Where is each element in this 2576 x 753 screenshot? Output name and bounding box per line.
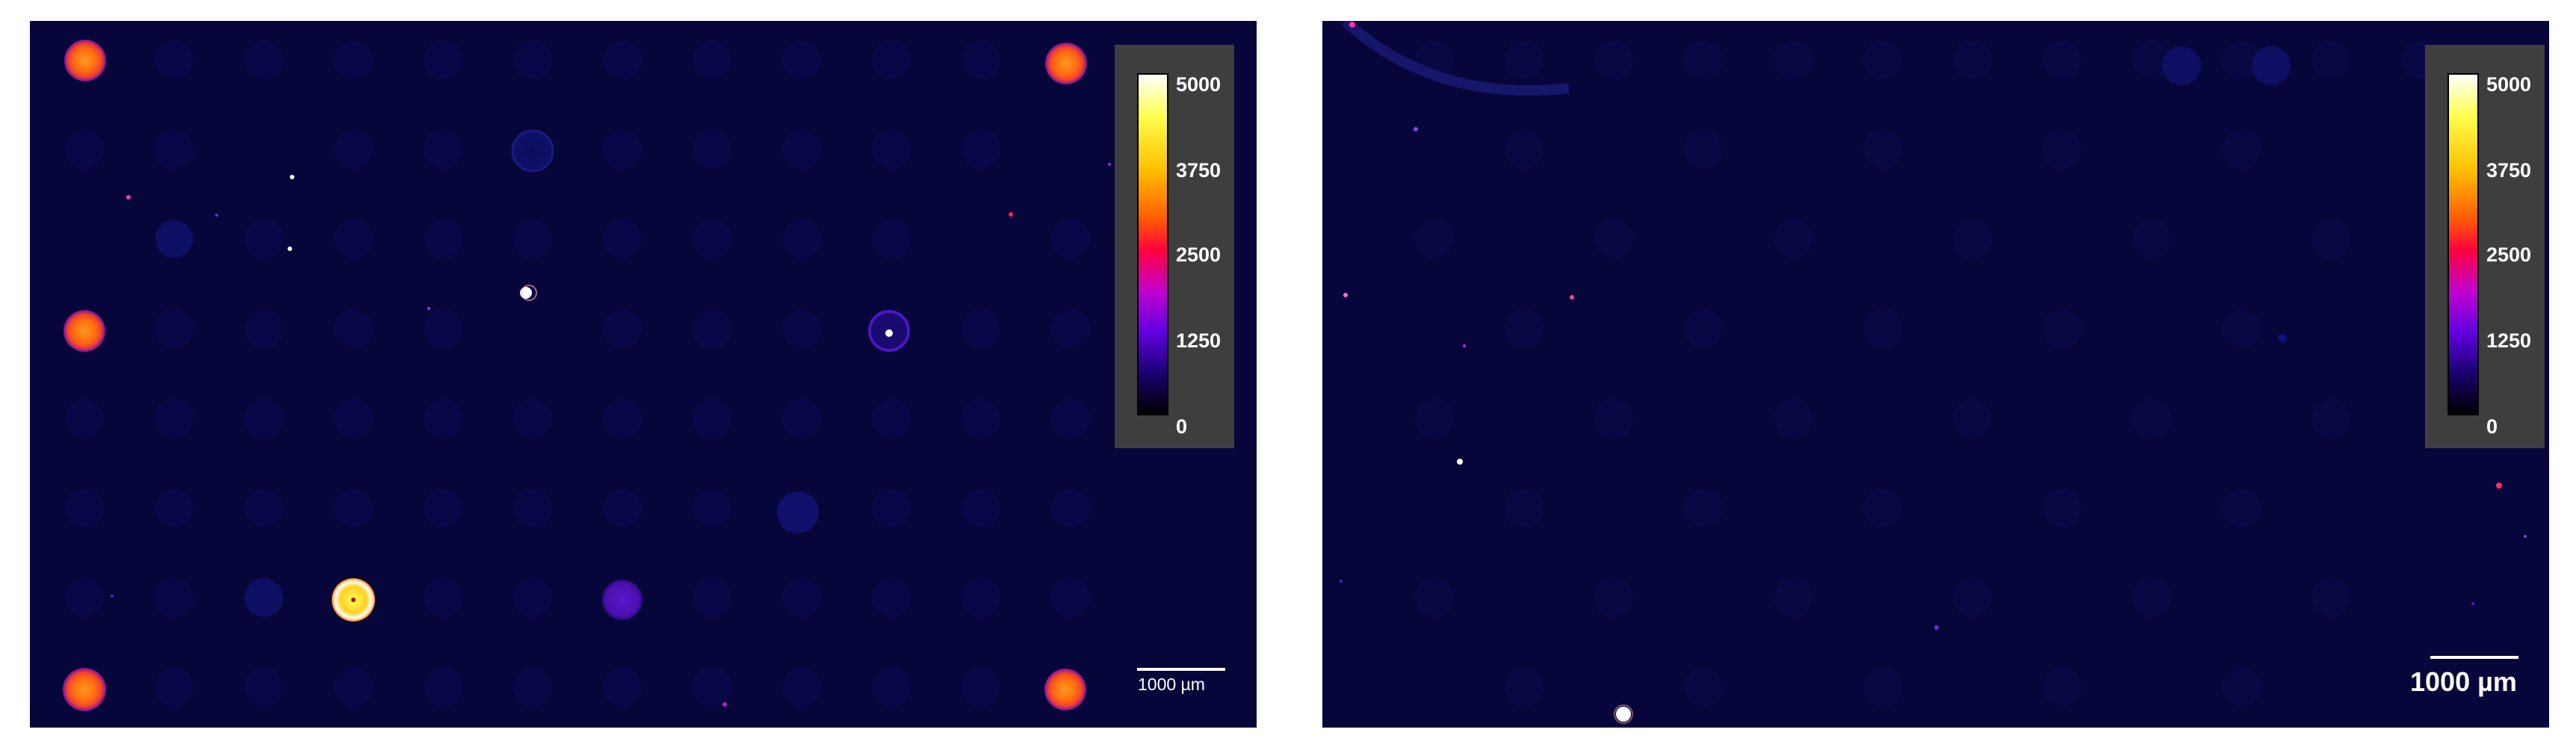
bright-speck: [520, 287, 532, 299]
dim-spot: [244, 578, 283, 617]
spot-center: [885, 329, 893, 337]
medium-spot: [602, 580, 643, 620]
spot-center: [351, 598, 356, 602]
fluorescence-image-right: 5000 3750 2500 1250 0 1000 µm: [1322, 21, 2549, 728]
scalebar-line: [2430, 656, 2518, 659]
colorbar-tick: 1250: [1176, 329, 1222, 352]
bright-spot: [1045, 43, 1087, 84]
bright-spot: [64, 310, 105, 352]
bright-speck: [1616, 707, 1631, 722]
colorbar-gradient: [2447, 73, 2479, 415]
dim-spot: [2162, 46, 2201, 85]
fluorescence-image-left: 5000 3750 2500 1250 0 1000 µm: [30, 21, 1257, 728]
bright-spot: [64, 40, 106, 81]
colorbar-right: 5000 3750 2500 1250 0: [2425, 45, 2545, 448]
colorbar-gradient: [1137, 73, 1168, 415]
dim-arc: [1341, 21, 1570, 96]
colorbar-tick: 2500: [1176, 244, 1222, 266]
colorbar-left: 5000 3750 2500 1250 0: [1115, 45, 1234, 448]
colorbar-tick: 0: [1176, 415, 1188, 438]
dim-spot: [777, 492, 819, 533]
scalebar-label: 1000 µm: [2410, 666, 2517, 697]
bright-spot: [63, 668, 106, 711]
colorbar-tick: 3750: [2486, 159, 2532, 182]
bright-spot: [1044, 669, 1086, 710]
colorbar-tick: 5000: [2486, 73, 2532, 96]
colorbar-tick: 1250: [2486, 329, 2532, 352]
colorbar-tick: 0: [2486, 415, 2498, 438]
colorbar-tick: 5000: [1176, 73, 1222, 96]
dim-spot: [511, 129, 554, 173]
colorbar-tick: 2500: [2486, 244, 2532, 266]
dim-spot: [2252, 46, 2291, 85]
scalebar-label: 1000 µm: [1138, 675, 1205, 694]
faint-spot-grid: [65, 40, 1090, 707]
dim-spot: [155, 220, 193, 258]
faint-spot-grid: [1415, 40, 2440, 707]
microarray-spots-right: [1340, 21, 2527, 724]
colorbar-tick: 3750: [1176, 159, 1222, 182]
microarray-spots-left: [63, 40, 1111, 711]
scalebar-line: [1137, 668, 1225, 671]
